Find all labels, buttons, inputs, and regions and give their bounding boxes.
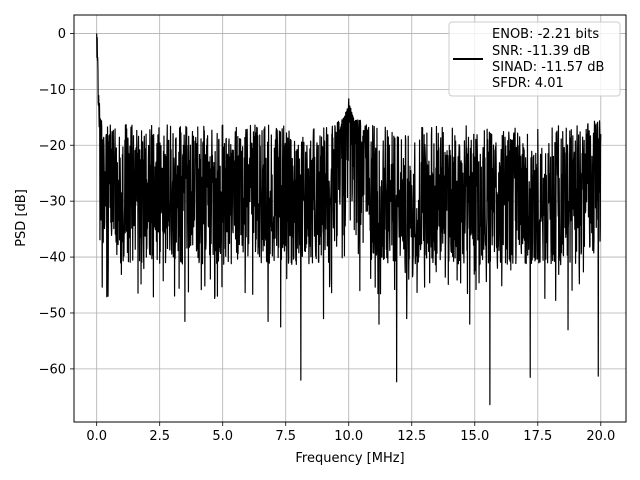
legend-line-sinad: SINAD: -11.57 dB [492, 60, 604, 75]
y-axis: 0 −10 −20 −30 −40 −50 −60 [39, 27, 74, 377]
x-tick-label: 10.0 [334, 429, 363, 444]
x-tick-label: 5.0 [212, 429, 233, 444]
x-tick-label: 12.5 [397, 429, 426, 444]
x-tick-label: 17.5 [523, 429, 552, 444]
y-tick-label: −60 [39, 362, 66, 377]
y-tick-label: −20 [39, 139, 66, 154]
x-tick-label: 2.5 [149, 429, 170, 444]
y-tick-label: 0 [58, 27, 66, 42]
y-tick-label: −30 [39, 195, 66, 210]
y-tick-label: −40 [39, 251, 66, 266]
series-layer [96, 33, 602, 406]
legend: ENOB: -2.21 bits SNR: -11.39 dB SINAD: -… [448, 21, 621, 97]
x-axis: 0.0 2.5 5.0 7.5 10.0 12.5 15.0 17.5 20.0 [86, 422, 615, 444]
legend-line-enob: ENOB: -2.21 bits [492, 27, 599, 42]
psd-series-line [96, 33, 602, 406]
x-tick-label: 20.0 [586, 429, 615, 444]
x-tick-label: 15.0 [460, 429, 489, 444]
x-tick-label: 0.0 [86, 429, 107, 444]
legend-line-snr: SNR: -11.39 dB [492, 44, 590, 59]
legend-box [448, 21, 621, 97]
plot-frame [73, 14, 627, 423]
x-axis-label: Frequency [MHz] [295, 451, 404, 466]
legend-line-sfdr: SFDR: 4.01 [492, 76, 564, 91]
y-tick-label: −50 [39, 306, 66, 321]
y-axis-label: PSD [dB] [14, 189, 29, 247]
x-tick-label: 7.5 [275, 429, 296, 444]
y-tick-label: −10 [39, 83, 66, 98]
